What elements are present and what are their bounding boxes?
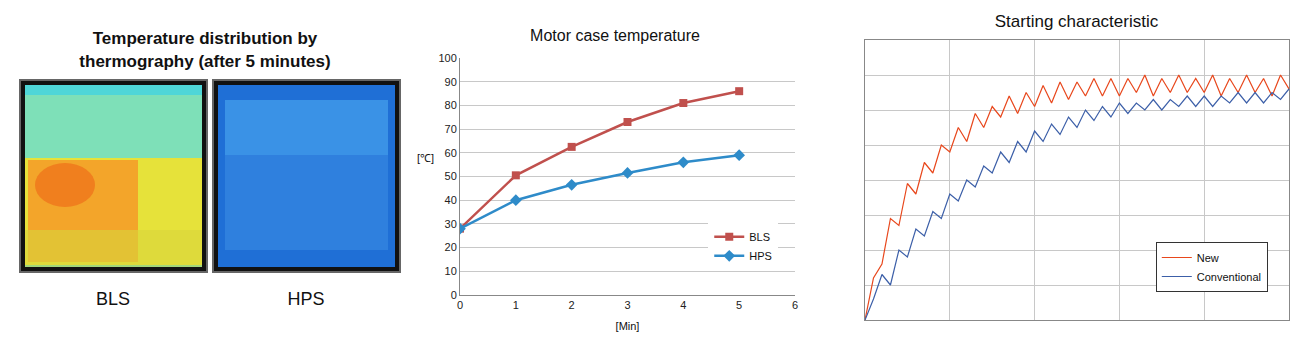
svg-text:Starting characteristic: Starting characteristic: [995, 12, 1159, 31]
svg-text:New: New: [1197, 252, 1219, 264]
svg-text:[Min]: [Min]: [616, 320, 640, 332]
svg-text:1: 1: [513, 299, 519, 311]
svg-text:BLS: BLS: [96, 289, 130, 309]
svg-text:6: 6: [792, 299, 798, 311]
svg-text:Temperature distribution by: Temperature distribution by: [93, 29, 318, 48]
svg-text:thermography (after 5 minutes): thermography (after 5 minutes): [79, 52, 330, 71]
svg-text:50: 50: [445, 170, 457, 182]
svg-text:40: 40: [445, 194, 457, 206]
svg-text:[℃]: [℃]: [417, 152, 434, 164]
svg-text:BLS: BLS: [749, 231, 770, 243]
svg-text:20: 20: [445, 241, 457, 253]
svg-text:70: 70: [445, 123, 457, 135]
svg-text:80: 80: [445, 99, 457, 111]
svg-text:2: 2: [569, 299, 575, 311]
svg-text:5: 5: [736, 299, 742, 311]
svg-text:90: 90: [445, 76, 457, 88]
svg-text:0: 0: [451, 289, 457, 301]
svg-text:Motor case temperature: Motor case temperature: [530, 27, 700, 44]
svg-text:10: 10: [445, 265, 457, 277]
svg-text:100: 100: [438, 52, 456, 64]
svg-text:4: 4: [680, 299, 686, 311]
svg-text:HPS: HPS: [287, 289, 324, 309]
svg-text:0: 0: [457, 299, 463, 311]
svg-text:3: 3: [624, 299, 630, 311]
svg-text:30: 30: [445, 218, 457, 230]
svg-text:Conventional: Conventional: [1197, 271, 1261, 283]
svg-text:HPS: HPS: [749, 250, 772, 262]
svg-text:60: 60: [445, 147, 457, 159]
